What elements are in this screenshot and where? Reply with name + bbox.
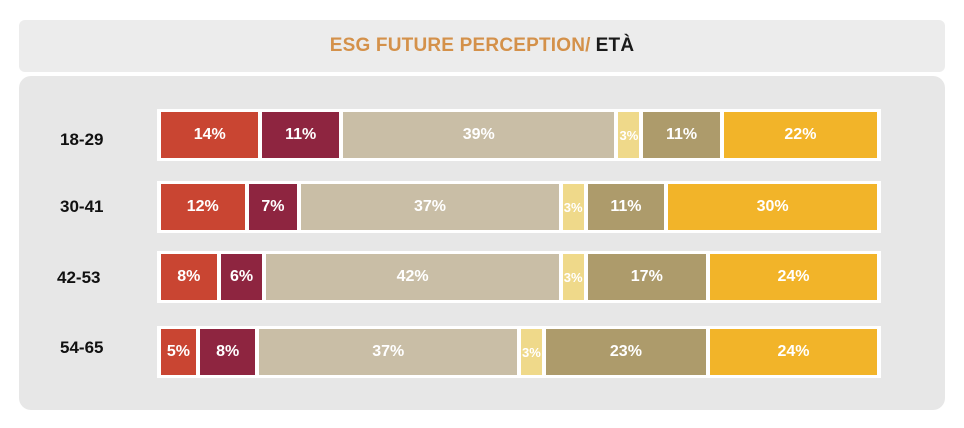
bar-row-18-29: 14% 11% 39% 3% 11% 22% — [157, 109, 881, 161]
bar-segment: 3% — [562, 254, 584, 300]
bar-segment: 17% — [587, 254, 706, 300]
bar-segment: 22% — [723, 112, 877, 158]
bar-segment: 42% — [266, 254, 559, 300]
chart-title-main: ESG FUTURE PERCEPTION/ — [329, 35, 591, 56]
bar-segment: 3% — [521, 329, 542, 375]
bar-row-30-41: 12% 7% 37% 3% 11% 30% — [157, 181, 881, 233]
bar-segment: 24% — [709, 329, 877, 375]
bar-segment: 8% — [161, 254, 217, 300]
bar-segment: 37% — [259, 329, 517, 375]
bar-segment: 14% — [161, 112, 259, 158]
chart-title-suffix: ETÀ — [595, 35, 635, 56]
row-label-30-41: 30-41 — [60, 197, 104, 216]
bar-segment: 11% — [587, 184, 665, 230]
bar-segment: 3% — [618, 112, 640, 158]
bar-segment: 7% — [248, 184, 298, 230]
bar-segment: 11% — [262, 112, 339, 158]
bar-row-54-65: 5% 8% 37% 3% 23% 24% — [157, 326, 881, 378]
bar-segment: 11% — [643, 112, 720, 158]
bar-segment: 12% — [161, 184, 245, 230]
bar-segment: 8% — [199, 329, 256, 375]
bar-segment: 30% — [668, 184, 877, 230]
bar-segment: 39% — [343, 112, 615, 158]
bar-segment: 3% — [562, 184, 584, 230]
bar-segment: 23% — [545, 329, 706, 375]
bar-segment: 5% — [161, 329, 196, 375]
bar-segment: 6% — [220, 254, 263, 300]
bar-segment: 37% — [301, 184, 559, 230]
bar-row-42-53: 8% 6% 42% 3% 17% 24% — [157, 251, 881, 303]
row-label-18-29: 18-29 — [60, 130, 104, 149]
row-label-42-53: 42-53 — [57, 268, 101, 287]
bar-segment: 24% — [709, 254, 877, 300]
chart-title: ESG FUTURE PERCEPTION/ ETÀ — [19, 20, 945, 72]
row-label-54-65: 54-65 — [60, 338, 104, 357]
